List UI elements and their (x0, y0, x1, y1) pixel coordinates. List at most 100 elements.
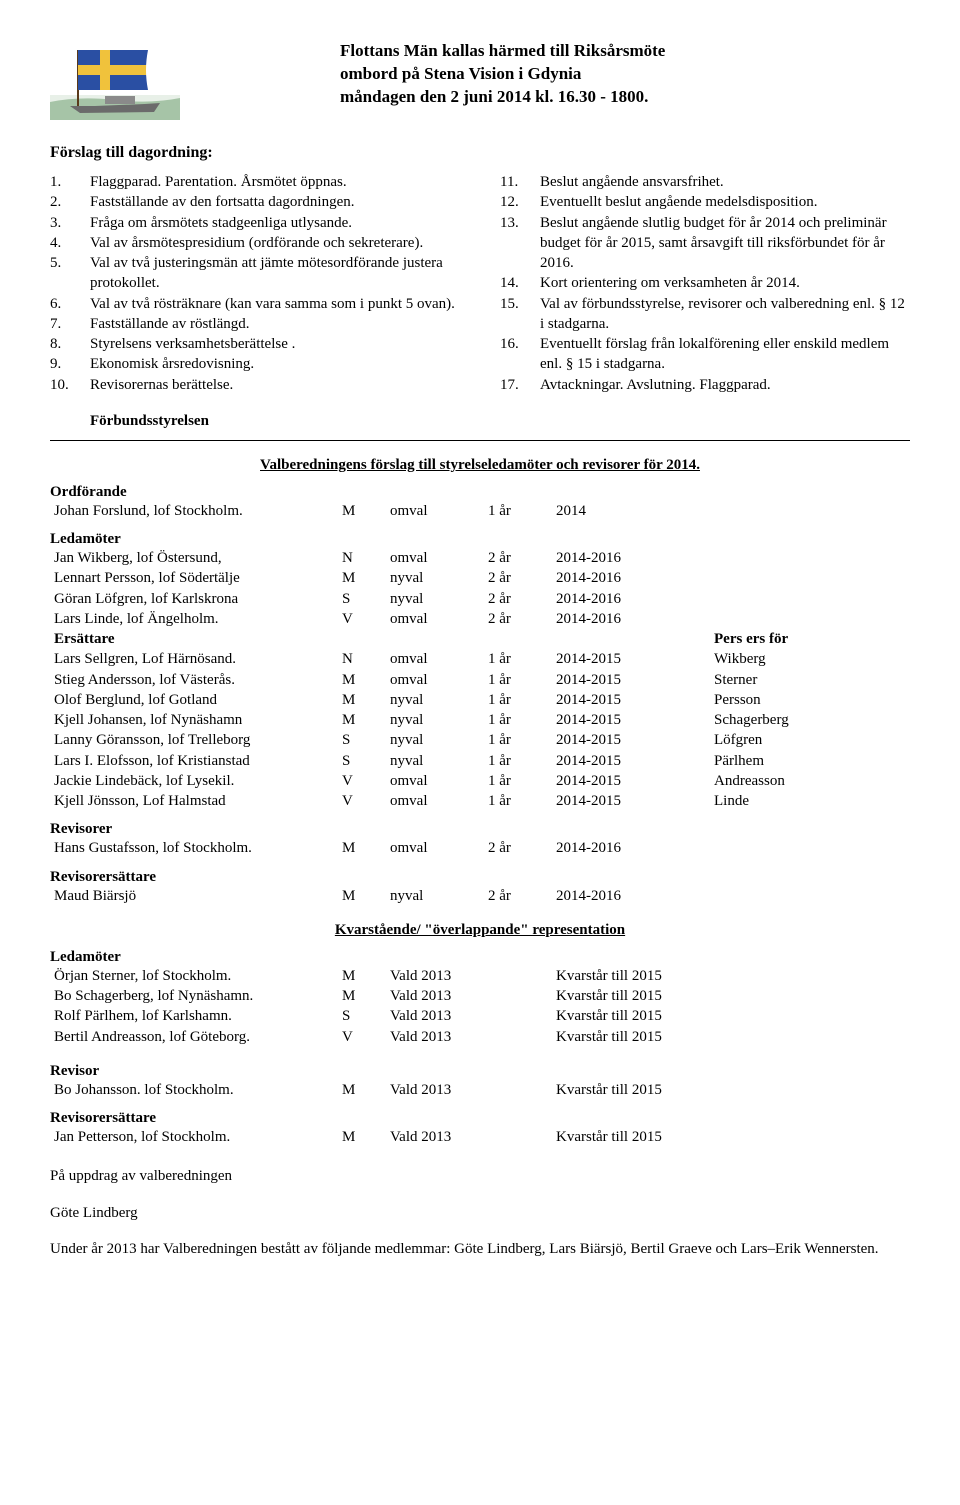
agenda-item: 17.Avtackningar. Avslutning. Flaggparad. (500, 375, 910, 395)
cell: M (338, 886, 386, 906)
cell (338, 629, 386, 649)
closing-footer: Under år 2013 har Valberedningen bestått… (50, 1238, 910, 1261)
agenda-text: Ekonomisk årsredovisning. (90, 354, 460, 374)
agenda-text: Avtackningar. Avslutning. Flaggparad. (540, 375, 910, 395)
cell: 2014-2016 (552, 609, 710, 629)
cell: 2014-2015 (552, 690, 710, 710)
cell: 2014-2015 (552, 751, 710, 771)
cell: V (338, 609, 386, 629)
cell (484, 1080, 552, 1100)
cell (710, 886, 910, 906)
table-row: Örjan Sterner, lof Stockholm.MVald 2013K… (50, 966, 910, 986)
cell: M (338, 966, 386, 986)
cell: Johan Forslund, lof Stockholm. (50, 501, 338, 521)
agenda-text: Fastställande av den fortsatta dagordnin… (90, 192, 460, 212)
cell: 1 år (484, 771, 552, 791)
agenda-item: 13.Beslut angående slutlig budget för år… (500, 213, 910, 274)
agenda-item: 1.Flaggparad. Parentation. Årsmötet öppn… (50, 172, 460, 192)
cell (552, 629, 710, 649)
divider (50, 440, 910, 441)
cell: nyval (386, 710, 484, 730)
agenda-number: 6. (50, 294, 90, 314)
cell: 2014 (552, 501, 710, 521)
cell: omval (386, 771, 484, 791)
cell: 1 år (484, 501, 552, 521)
cell: Örjan Sterner, lof Stockholm. (50, 966, 338, 986)
cell: 1 år (484, 670, 552, 690)
cell: M (338, 710, 386, 730)
agenda-number: 17. (500, 375, 540, 395)
cell: M (338, 690, 386, 710)
cell: 2 år (484, 568, 552, 588)
remaining-members-table: Örjan Sterner, lof Stockholm.M Vald 2013 K… (50, 966, 910, 1047)
cell: M (338, 670, 386, 690)
cell (710, 568, 910, 588)
cell: Schagerberg (710, 710, 910, 730)
agenda-item: 7.Fastställande av röstlängd. (50, 314, 460, 334)
cell (484, 629, 552, 649)
cell: V (338, 1027, 386, 1047)
cell (710, 1006, 910, 1026)
agenda-number: 9. (50, 354, 90, 374)
cell (484, 1027, 552, 1047)
label-subs-for: Pers ers för (710, 629, 910, 649)
table-row: Lanny Göransson, lof TrelleborgSnyval1 å… (50, 730, 910, 750)
agenda-right-column: 11.Beslut angående ansvarsfrihet.12.Even… (500, 172, 910, 395)
cell: Kvarstår till 2015 (552, 986, 710, 1006)
cell: Löfgren (710, 730, 910, 750)
closing-behalf: På uppdrag av valberedningen (50, 1165, 910, 1188)
agenda-text: Val av två justeringsmän att jämte mötes… (90, 253, 460, 294)
label-chair: Ordförande (50, 484, 910, 501)
cell: 1 år (484, 791, 552, 811)
agenda-text: Kort orientering om verksamheten år 2014… (540, 273, 910, 293)
cell: Vald 2013 (386, 1027, 484, 1047)
agenda-text: Beslut angående slutlig budget för år 20… (540, 213, 910, 274)
cell (484, 1127, 552, 1147)
table-row: Bo Johansson. lof Stockholm.MVald 2013Kv… (50, 1080, 910, 1100)
cell: 2 år (484, 838, 552, 858)
header-line-1: Flottans Män kallas härmed till Riksårsm… (340, 40, 665, 63)
cell: 1 år (484, 690, 552, 710)
header-title-block: Flottans Män kallas härmed till Riksårsm… (340, 40, 665, 109)
cell: Göran Löfgren, lof Karlskrona (50, 589, 338, 609)
cell: omval (386, 649, 484, 669)
cell: Pärlhem (710, 751, 910, 771)
agenda-number: 10. (50, 375, 90, 395)
cell: M (338, 986, 386, 1006)
label-remaining-auditor-sub: Revisorersättare (50, 1110, 910, 1127)
auditors-table: Hans Gustafsson, lof Stockholm.Momval2 å… (50, 838, 910, 858)
agenda-number: 12. (500, 192, 540, 212)
cell: M (338, 838, 386, 858)
cell: N (338, 649, 386, 669)
agenda-item: 9.Ekonomisk årsredovisning. (50, 354, 460, 374)
cell: Kvarstår till 2015 (552, 1027, 710, 1047)
agenda-text: Eventuellt beslut angående medelsdisposi… (540, 192, 910, 212)
agenda-text: Val av årsmötespresidium (ordförande och… (90, 233, 460, 253)
cell: 1 år (484, 710, 552, 730)
cell: 1 år (484, 751, 552, 771)
cell: 1 år (484, 730, 552, 750)
cell: Kjell Jönsson, Lof Halmstad (50, 791, 338, 811)
cell: Jan Petterson, lof Stockholm. (50, 1127, 338, 1147)
agenda-number: 5. (50, 253, 90, 294)
agenda-number: 1. (50, 172, 90, 192)
cell: nyval (386, 751, 484, 771)
agenda-columns: 1.Flaggparad. Parentation. Årsmötet öppn… (50, 172, 910, 395)
agenda-text: Fråga om årsmötets stadgeenliga utlysand… (90, 213, 460, 233)
table-row: Göran Löfgren, lof KarlskronaSnyval2 år2… (50, 589, 910, 609)
cell: 2014-2016 (552, 548, 710, 568)
header-line-3: måndagen den 2 juni 2014 kl. 16.30 - 180… (340, 86, 665, 109)
agenda-text: Flaggparad. Parentation. Årsmötet öppnas… (90, 172, 460, 192)
agenda-item: 4.Val av årsmötespresidium (ordförande o… (50, 233, 460, 253)
cell: omval (386, 548, 484, 568)
cell: Olof Berglund, lof Gotland (50, 690, 338, 710)
cell: Wikberg (710, 649, 910, 669)
cell: 2014-2016 (552, 568, 710, 588)
remaining-title: Kvarstående/ "överlappande" representati… (50, 922, 910, 939)
cell: nyval (386, 568, 484, 588)
label-auditors: Revisorer (50, 821, 910, 838)
cell: Rolf Pärlhem, lof Karlshamn. (50, 1006, 338, 1026)
subs-header-row: ErsättarePers ers för (50, 629, 910, 649)
agenda-number: 8. (50, 334, 90, 354)
agenda-text: Val av två rösträknare (kan vara samma s… (90, 294, 460, 314)
